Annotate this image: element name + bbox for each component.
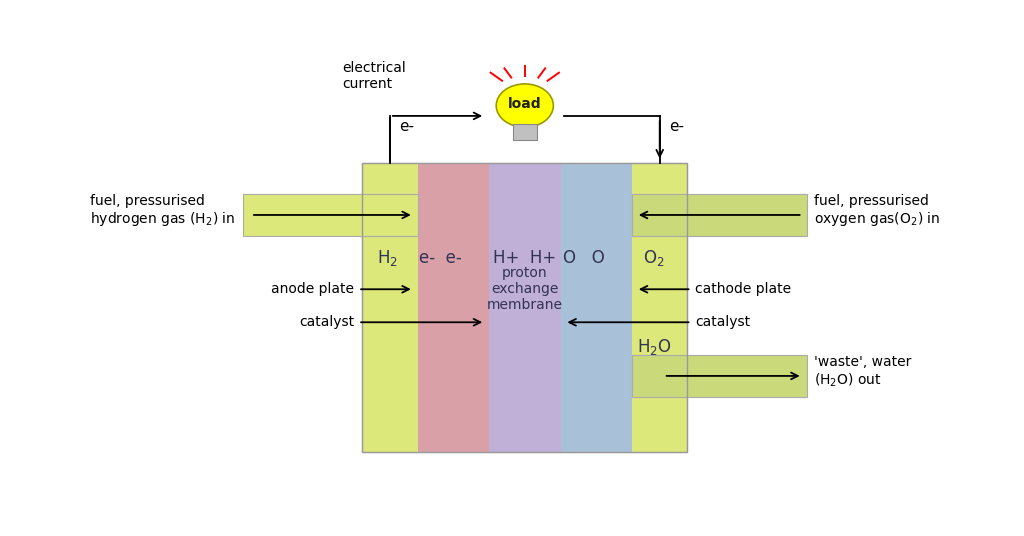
Text: H$_2$: H$_2$ — [377, 248, 398, 269]
Text: 'waste', water
(H$_2$O) out: 'waste', water (H$_2$O) out — [814, 355, 911, 389]
Text: fuel, pressurised
hydrogen gas (H$_2$) in: fuel, pressurised hydrogen gas (H$_2$) i… — [90, 193, 236, 228]
Bar — [362, 163, 687, 452]
Text: catalyst: catalyst — [299, 315, 354, 329]
Text: electrical
current: electrical current — [342, 61, 406, 91]
Bar — [243, 195, 418, 236]
Bar — [418, 163, 489, 452]
Text: e-: e- — [670, 119, 684, 133]
Text: fuel, pressurised
oxygen gas(O$_2$) in: fuel, pressurised oxygen gas(O$_2$) in — [814, 193, 941, 228]
Bar — [560, 163, 632, 452]
Text: O   O: O O — [563, 249, 605, 267]
Bar — [632, 195, 807, 236]
Bar — [362, 163, 687, 452]
Bar — [489, 163, 560, 452]
Ellipse shape — [497, 84, 553, 127]
Text: H+  H+: H+ H+ — [494, 249, 556, 267]
Text: anode plate: anode plate — [271, 282, 354, 296]
Text: H$_2$O: H$_2$O — [637, 337, 672, 357]
Text: load: load — [508, 96, 542, 110]
Bar — [513, 124, 537, 140]
Text: catalyst: catalyst — [695, 315, 751, 329]
Text: O$_2$: O$_2$ — [643, 248, 665, 269]
Bar — [632, 355, 807, 397]
Text: e-: e- — [399, 119, 415, 133]
Text: cathode plate: cathode plate — [695, 282, 792, 296]
Text: e-  e-: e- e- — [419, 249, 461, 267]
Text: proton
exchange
membrane: proton exchange membrane — [486, 266, 563, 312]
